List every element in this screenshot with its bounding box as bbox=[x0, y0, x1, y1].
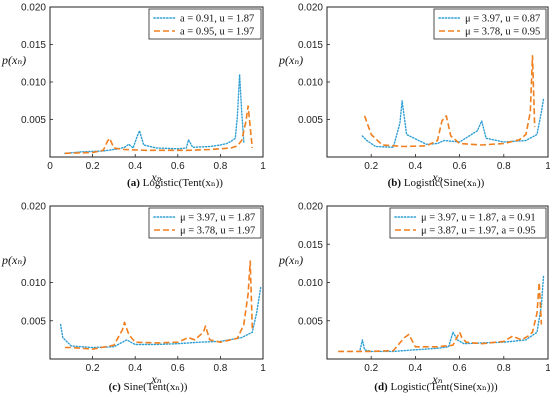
y-axis-label: p(xₙ) bbox=[278, 253, 303, 267]
x-tick-label: 0.4 bbox=[408, 161, 422, 172]
caption-text: Sine(Tent(xₙ)) bbox=[124, 381, 188, 393]
caption-text: Logistic(Tent(Sine(xₙ))) bbox=[390, 381, 498, 393]
panel-caption: (c) Sine(Tent(xₙ)) bbox=[109, 381, 188, 393]
x-tick-label: 0.8 bbox=[213, 161, 227, 172]
legend-box bbox=[433, 8, 547, 40]
chart-panel-d: 0.005 0.010 0.015 0.020 0.2 0.4 0.6 0.8 1 xₙ p(xₙ)… bbox=[278, 202, 550, 394]
y-axis-label: p(xₙ) bbox=[1, 53, 26, 67]
x-tick-label: 1 bbox=[545, 161, 550, 172]
y-tick-label: 0.005 bbox=[21, 316, 46, 327]
y-tick-label: 0.010 bbox=[298, 78, 323, 89]
legend-label: μ = 3.97, u = 1.87, a = 0.91 bbox=[421, 213, 536, 224]
legend-label: μ = 3.78, u = 1.97 bbox=[180, 226, 255, 237]
x-axis-label: xₙ bbox=[431, 170, 442, 184]
series-line-2 bbox=[64, 105, 254, 155]
x-axis-label: xₙ bbox=[431, 372, 442, 386]
x-tick-label: 1 bbox=[260, 161, 266, 172]
x-tick-label: 0.6 bbox=[171, 161, 185, 172]
caption-label: (d) bbox=[374, 381, 390, 393]
y-tick-label: 0.015 bbox=[298, 240, 323, 251]
legend-label: μ = 3.78, u = 0.95 bbox=[465, 27, 540, 38]
legend-box bbox=[148, 8, 262, 40]
y-tick-label: 0.020 bbox=[298, 202, 323, 213]
legend-label: μ = 3.97, u = 0.87 bbox=[465, 14, 540, 25]
x-axis-label: xₙ bbox=[150, 372, 161, 386]
caption-label: (b) bbox=[388, 177, 404, 189]
legend-box bbox=[148, 207, 262, 239]
x-tick-label: 0.2 bbox=[86, 161, 100, 172]
x-tick-label: 0.2 bbox=[86, 363, 100, 374]
panel-caption: (b) Logistic(Sine(xₙ)) bbox=[388, 177, 485, 189]
panel-caption: (a) Logistic(Tent(xₙ)) bbox=[127, 177, 223, 189]
legend-label: μ = 3.87, u = 1.97, a = 0.95 bbox=[421, 226, 536, 237]
y-tick-label: 0.005 bbox=[298, 316, 323, 327]
caption-label: (a) bbox=[127, 177, 143, 189]
x-tick-label: 0 bbox=[47, 161, 53, 172]
chart-panel-c: 0.005 0.010 0.020 0.2 0.4 0.6 0.8 1 xₙ p(xₙ) μ = 3… bbox=[1, 202, 266, 394]
caption-text: Logistic(Tent(xₙ)) bbox=[143, 177, 224, 189]
y-tick-label: 0.010 bbox=[21, 78, 46, 89]
legend-label: μ = 3.97, u = 1.87 bbox=[180, 213, 255, 224]
y-tick-label: 0.010 bbox=[21, 278, 46, 289]
series-line-1 bbox=[59, 285, 262, 349]
series-line-2 bbox=[363, 54, 536, 148]
x-tick-label: 0.2 bbox=[364, 161, 378, 172]
series-line-1 bbox=[359, 274, 545, 353]
series-line-2 bbox=[338, 281, 543, 353]
x-tick-label: 1 bbox=[260, 363, 266, 374]
y-tick-label: 0.005 bbox=[21, 115, 46, 126]
y-axis-label: p(xₙ) bbox=[278, 53, 303, 67]
x-tick-label: 0.6 bbox=[171, 363, 185, 374]
y-tick-label: 0.015 bbox=[21, 40, 46, 51]
x-tick-label: 0.8 bbox=[497, 161, 511, 172]
y-tick-label: 0.005 bbox=[298, 115, 323, 126]
x-axis-label: xₙ bbox=[150, 170, 161, 184]
panel-caption: (d) Logistic(Tent(Sine(xₙ))) bbox=[374, 381, 498, 393]
x-tick-label: 0.6 bbox=[453, 161, 467, 172]
series-line-1 bbox=[361, 97, 545, 149]
x-tick-label: 0.4 bbox=[408, 363, 422, 374]
x-tick-label: 0.2 bbox=[364, 363, 378, 374]
y-tick-label: 0.020 bbox=[21, 202, 46, 213]
y-tick-label: 0.020 bbox=[21, 3, 46, 14]
legend-label: a = 0.95, u = 1.97 bbox=[180, 27, 254, 38]
y-tick-label: 0.020 bbox=[298, 3, 323, 14]
x-tick-label: 0.6 bbox=[453, 363, 467, 374]
y-tick-label: 0.010 bbox=[298, 278, 323, 289]
caption-text: Logistic(Sine(xₙ)) bbox=[404, 177, 485, 189]
series-line-1 bbox=[64, 73, 245, 155]
series-line-2 bbox=[64, 260, 254, 350]
y-axis-label: p(xₙ) bbox=[1, 253, 26, 267]
x-tick-label: 1 bbox=[545, 363, 550, 374]
x-tick-label: 0.4 bbox=[128, 363, 142, 374]
chart-panel-b: 0.005 0.010 0.015 0.020 0.2 0.4 0.6 0.8 1 xₙ p(xₙ)… bbox=[278, 3, 550, 190]
legend-label: a = 0.91, u = 1.87 bbox=[180, 14, 254, 25]
y-tick-label: 0.015 bbox=[298, 40, 323, 51]
x-tick-label: 0.8 bbox=[497, 363, 511, 374]
x-tick-label: 0.8 bbox=[213, 363, 227, 374]
chart-panel-a: 0.005 0.010 0.015 0.020 0 0.2 0.4 0.6 0.8 1 xₙ p(xₙ… bbox=[1, 3, 266, 190]
caption-label: (c) bbox=[109, 381, 124, 393]
x-tick-label: 0.4 bbox=[128, 161, 142, 172]
legend-box bbox=[389, 207, 547, 239]
